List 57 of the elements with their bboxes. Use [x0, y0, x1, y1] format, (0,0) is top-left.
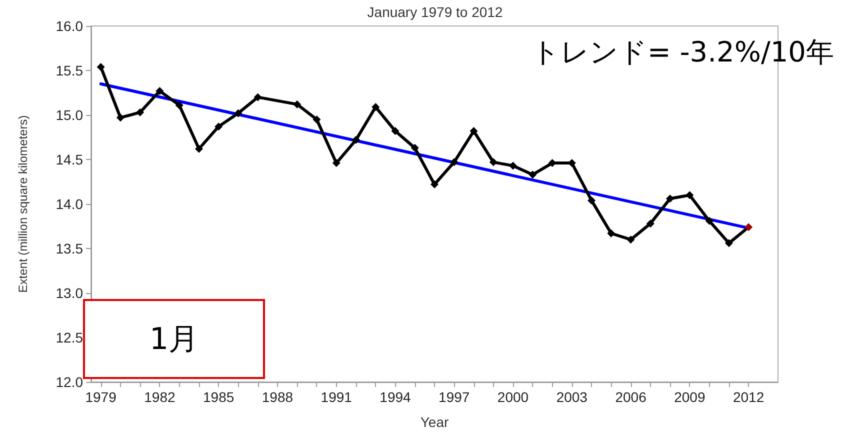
- x-tick-label: 1997: [438, 389, 470, 405]
- point: [136, 108, 144, 116]
- x-tick-label: 1982: [144, 389, 176, 405]
- point: [509, 162, 518, 170]
- x-tick-label: 1985: [203, 389, 234, 405]
- y-tick-label: 13.5: [56, 240, 84, 256]
- x-tick-label: 1988: [262, 389, 294, 405]
- point: [156, 86, 164, 95]
- y-tick-label: 16.0: [56, 18, 84, 34]
- x-tick-label: 2006: [615, 389, 647, 405]
- y-tick-label: 14.5: [56, 152, 84, 168]
- y-tick-label: 14.0: [56, 196, 84, 212]
- x-tick-label: 2012: [732, 389, 764, 405]
- point: [528, 170, 537, 179]
- point: [430, 180, 438, 188]
- point: [332, 159, 340, 168]
- x-tick-label: 1991: [320, 389, 352, 405]
- point: [194, 144, 203, 153]
- annotation: トレンド= -3.2%/10年: [531, 36, 834, 68]
- y-tick-label: 12.0: [56, 374, 84, 390]
- y-tick-label: 15.0: [56, 107, 84, 123]
- x-tick-label: 2003: [556, 389, 588, 405]
- point: [626, 236, 635, 244]
- x-tick-label: 1979: [85, 389, 117, 405]
- chart-title: January 1979 to 2012: [367, 4, 503, 20]
- point: [214, 122, 223, 131]
- point: [588, 196, 596, 204]
- y-tick-label: 15.5: [56, 62, 84, 78]
- y-axis-title: Extent (million square kilometers): [16, 115, 30, 293]
- point: [646, 220, 654, 228]
- point: [254, 93, 262, 102]
- x-tick-label: 1994: [380, 389, 412, 405]
- point: [666, 194, 674, 203]
- point: [450, 158, 458, 166]
- x-tick-label: 2009: [674, 389, 706, 405]
- point: [312, 115, 321, 124]
- point: [686, 191, 694, 200]
- point: [607, 229, 616, 238]
- point: [470, 127, 478, 136]
- point: [352, 136, 360, 144]
- point: [96, 62, 105, 71]
- point: [293, 100, 302, 108]
- point: [372, 102, 380, 111]
- point: [705, 216, 714, 225]
- point: [724, 239, 733, 248]
- point: [175, 101, 184, 110]
- point: [391, 127, 400, 136]
- point: [489, 158, 498, 166]
- y-tick-label: 12.5: [56, 330, 84, 346]
- x-tick-label: 2000: [497, 389, 529, 405]
- point: [234, 109, 242, 118]
- x-axis-title: Year: [420, 414, 449, 430]
- point: [116, 114, 124, 122]
- point: [410, 144, 419, 152]
- point: [744, 223, 753, 232]
- y-tick-label: 13.0: [56, 285, 84, 301]
- text-box: 1月: [83, 299, 265, 379]
